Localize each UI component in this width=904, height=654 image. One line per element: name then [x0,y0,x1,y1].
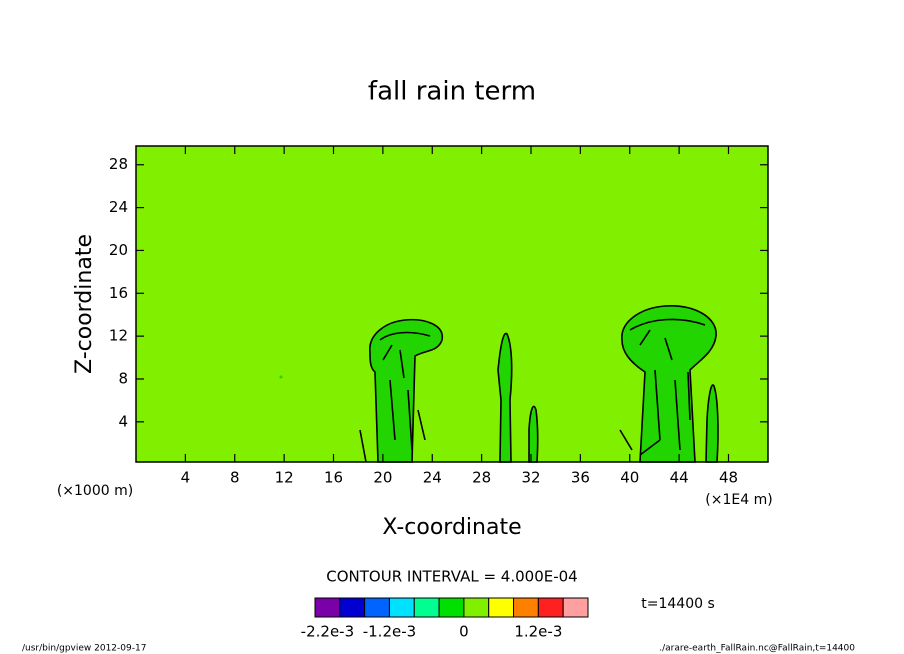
colorbar-box [364,597,390,618]
y-tick-label: 28 [109,155,128,173]
x-unit: (×1E4 m) [705,492,772,508]
time-label: t=14400 s [641,596,715,612]
y-axis-title: Z-coordinate [72,234,97,374]
contour-line [619,318,706,456]
colorbar-tick-label: 0 [459,623,469,641]
x-tick-label: 12 [275,469,294,487]
footer-left: /usr/bin/gpview 2012-09-17 [22,644,146,654]
contour-region [528,405,539,463]
contour-region [369,318,443,463]
y-tick-label: 8 [118,369,128,387]
colorbar-box [339,597,366,618]
colorbar-box [488,597,515,618]
y-tick-label: 20 [109,241,128,259]
x-tick-label: 20 [373,469,392,487]
colorbar-box [537,597,564,618]
x-tick-label: 8 [230,469,240,487]
colorbar-tick-label: 1.2e-3 [514,623,562,641]
footer-right: ./arare-earth_FallRain.nc@FallRain,t=144… [659,644,855,654]
x-tick-label: 28 [472,469,491,487]
colorbar-box [388,597,415,618]
colorbar-box [463,597,490,618]
x-tick-label: 48 [719,469,738,487]
colorbar-box [562,597,589,618]
y-tick-label: 4 [118,412,128,430]
colorbar-tick-label: -1.2e-3 [363,623,416,641]
x-tick-label: 24 [423,469,442,487]
x-tick-label: 16 [324,469,343,487]
contours [279,305,719,463]
x-tick-label: 44 [670,469,689,487]
colorbar-tick-label: -2.2e-3 [301,623,354,641]
colorbar-box [413,597,440,618]
contour-region [621,305,717,463]
plot-frame [135,145,769,463]
y-tick-label: 16 [109,284,128,302]
y-unit: (×1000 m) [57,483,133,499]
chart-title: fall rain term [368,77,536,107]
colorbar-box [438,597,465,618]
contour-line [359,331,431,463]
x-tick-label: 32 [521,469,540,487]
x-tick-label: 40 [620,469,639,487]
contour-region [705,384,719,463]
y-tick-label: 24 [109,198,128,216]
contour-region [497,332,513,463]
x-axis-title: X-coordinate [382,515,521,540]
x-tick-label: 4 [181,469,191,487]
colorbar-box [513,597,539,618]
contour-interval: CONTOUR INTERVAL = 4.000E-04 [326,568,577,586]
contour-region [279,375,283,379]
x-tick-label: 36 [571,469,590,487]
y-tick-label: 12 [109,327,128,345]
colorbar-box [314,597,341,618]
